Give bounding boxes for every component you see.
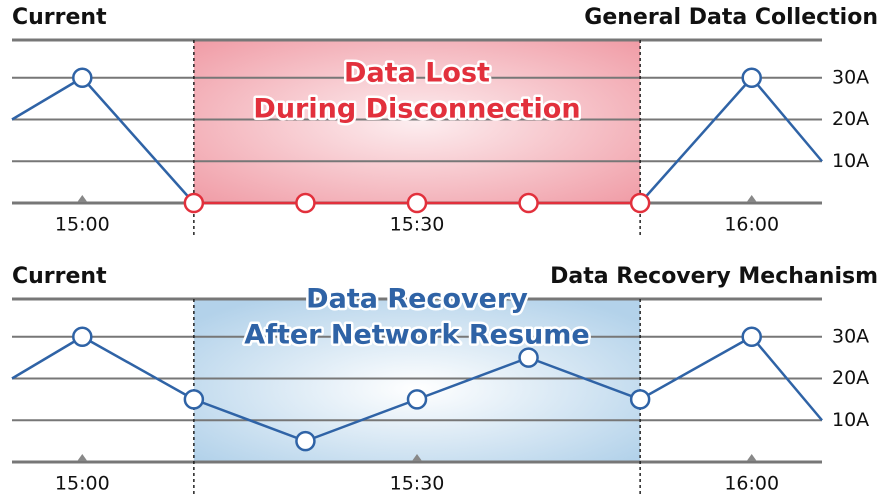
x-tick xyxy=(412,454,422,461)
y-tick-label: 20A xyxy=(832,108,869,130)
line-segment xyxy=(639,76,753,204)
line-segment xyxy=(304,398,418,443)
point xyxy=(629,389,651,410)
highlight-text: Data Lost xyxy=(344,58,490,89)
point xyxy=(183,389,205,410)
point xyxy=(741,326,762,347)
y-tick-label: 30A xyxy=(832,66,869,88)
point xyxy=(72,67,93,88)
line-segment xyxy=(639,335,753,401)
chart-title: Current xyxy=(12,264,107,289)
x-tick-label: 15:30 xyxy=(390,214,445,236)
point xyxy=(518,192,539,214)
x-tick xyxy=(746,454,757,461)
x-tick-label: 15:00 xyxy=(55,214,110,236)
chart-title: Current xyxy=(12,5,107,30)
point xyxy=(741,67,762,88)
x-tick-label: 16:00 xyxy=(724,214,779,236)
line-segment xyxy=(528,356,641,401)
chart-subtitle: General Data Collection xyxy=(584,5,878,30)
point xyxy=(518,347,539,368)
line-segment xyxy=(750,335,823,422)
point xyxy=(406,192,428,214)
line-segment xyxy=(81,335,195,401)
y-tick-label: 20A xyxy=(832,367,869,389)
highlight-region xyxy=(193,299,641,462)
x-tick-label: 16:00 xyxy=(724,473,779,495)
y-tick-label: 10A xyxy=(832,150,869,172)
point xyxy=(295,430,316,452)
line-segment xyxy=(81,76,195,204)
x-tick xyxy=(746,195,757,202)
highlight-region xyxy=(193,40,641,203)
point xyxy=(72,326,93,347)
line-segment xyxy=(11,76,83,121)
x-tick xyxy=(77,454,88,461)
highlight-text: During Disconnection xyxy=(253,94,580,125)
x-tick xyxy=(77,195,88,202)
line-segment xyxy=(750,76,823,163)
y-tick-label: 10A xyxy=(832,409,869,431)
point xyxy=(183,192,205,214)
line-segment xyxy=(416,356,530,401)
line-segment xyxy=(193,398,306,443)
chart-subtitle: Data Recovery Mechanism xyxy=(550,264,878,289)
x-tick-label: 15:00 xyxy=(55,473,110,495)
point xyxy=(295,192,316,214)
y-tick-label: 30A xyxy=(832,325,869,347)
line-segment xyxy=(11,335,83,380)
point xyxy=(629,192,651,214)
highlight-text: After Network Resume xyxy=(244,320,589,351)
x-tick-label: 15:30 xyxy=(390,473,445,495)
point xyxy=(406,389,428,410)
highlight-text: Data Recovery xyxy=(306,284,528,315)
